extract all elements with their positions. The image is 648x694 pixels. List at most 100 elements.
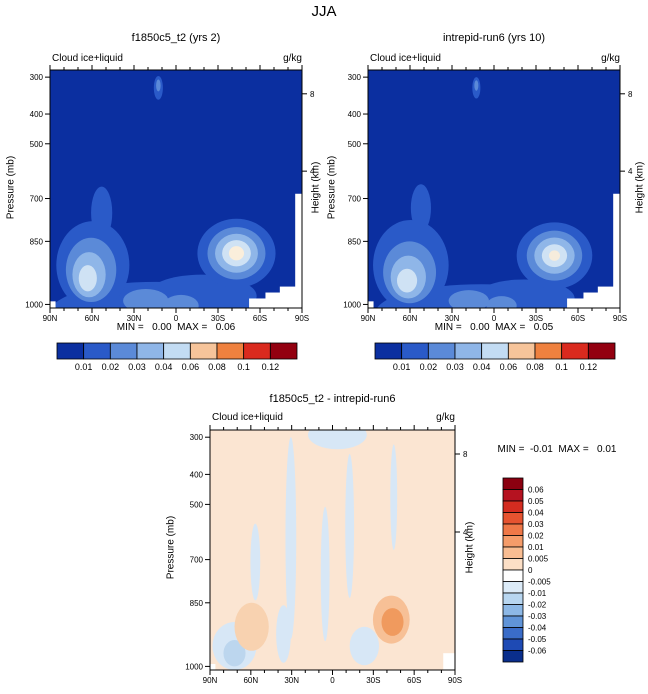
x-tick-label: 30N <box>445 314 460 323</box>
x-tick-label: 30S <box>211 314 225 323</box>
colorbar-swatch <box>401 342 429 360</box>
colorbar-label: 0.08 <box>526 362 544 372</box>
units-label-left: g/kg <box>283 53 302 64</box>
pressure-tick-label: 500 <box>30 140 44 149</box>
diff-colorbar-label: 0.03 <box>528 520 544 529</box>
contour-field <box>210 430 455 670</box>
colorbar-label: 0.06 <box>500 362 518 372</box>
x-tick-label: 30N <box>284 676 299 685</box>
diff-colorbar-swatch <box>502 500 524 513</box>
colorbar-swatch <box>56 342 85 360</box>
colorbar-label: 0.03 <box>128 362 146 372</box>
x-tick-label: 60S <box>253 314 267 323</box>
colorbar: 0.01 0.02 0.03 0.04 0.06 0.08 0.1 0.12 <box>374 342 616 372</box>
diff-colorbar-swatch <box>502 627 524 640</box>
pressure-axis-label-left: Pressure (mb) <box>5 155 17 220</box>
pressure-axis-label-diff: Pressure (mb) <box>165 515 177 580</box>
x-tick-label: 90N <box>361 314 376 323</box>
colorbar-swatch <box>243 342 271 360</box>
colorbar-swatch <box>374 342 403 360</box>
axis-tick-labels: 90N 60N 30N 0 30S 60S 90S 300 400 500 700 850 1000 8 4 <box>25 73 315 323</box>
field-label-diff: Cloud ice+liquid <box>212 412 283 423</box>
colorbar-swatch <box>163 342 191 360</box>
pressure-tick-label: 1000 <box>343 300 361 309</box>
x-tick-label: 0 <box>174 314 179 323</box>
height-tick-label: 4 <box>310 167 315 176</box>
diff-colorbar-swatch <box>502 535 524 548</box>
x-tick-label: 60S <box>571 314 585 323</box>
contour-field <box>368 70 620 308</box>
x-tick-label: 90S <box>295 314 309 323</box>
units-label-right: g/kg <box>601 53 620 64</box>
axis-ticks <box>363 65 625 313</box>
colorbar-swatch <box>534 342 563 360</box>
x-tick-label: 30S <box>529 314 543 323</box>
axis-ticks <box>45 65 307 313</box>
pressure-tick-label: 850 <box>30 237 44 246</box>
pressure-tick-label: 300 <box>190 433 204 442</box>
colorbar: 0.01 0.02 0.03 0.04 0.06 0.08 0.1 0.12 <box>56 342 298 372</box>
diff-colorbar-label: -0.02 <box>528 601 547 610</box>
height-tick-label: 4 <box>628 167 633 176</box>
colorbar-swatch <box>561 342 589 360</box>
diff-colorbar-label: -0.04 <box>528 624 547 633</box>
pressure-tick-label: 700 <box>30 195 44 204</box>
height-tick-label: 8 <box>310 90 315 99</box>
minmax-diff: MIN = -0.01 MAX = 0.01 <box>497 444 617 455</box>
diff-colorbar-swatch <box>502 592 524 605</box>
height-axis-label-diff: Height (km) <box>464 521 476 574</box>
diff-colorbar-swatch <box>502 604 524 617</box>
height-tick-label: 8 <box>463 450 468 459</box>
diff-colorbar-label: -0.03 <box>528 612 547 621</box>
colorbar-label: 0.1 <box>555 362 568 372</box>
pressure-tick-label: 850 <box>348 237 362 246</box>
colorbar-label: 0.06 <box>182 362 200 372</box>
colorbar-label: 0.04 <box>155 362 173 372</box>
x-tick-label: 90S <box>448 676 462 685</box>
field-label-right: Cloud ice+liquid <box>370 53 441 64</box>
colorbar-label: 0.08 <box>208 362 226 372</box>
units-label-diff: g/kg <box>436 412 455 423</box>
pressure-tick-label: 300 <box>348 73 362 82</box>
diff-colorbar-swatch <box>502 569 524 582</box>
height-axis-label-right: Height (km) <box>634 161 646 214</box>
colorbar-swatch <box>109 342 138 360</box>
diff-colorbar-label: 0.02 <box>528 532 544 541</box>
pressure-tick-label: 1000 <box>25 300 43 309</box>
diff-colorbar-label: -0.06 <box>528 647 547 656</box>
pressure-tick-label: 500 <box>190 500 204 509</box>
colorbar-swatch <box>587 342 616 360</box>
colorbar-label: 0.01 <box>393 362 411 372</box>
diff-colorbar-label: 0 <box>528 566 533 575</box>
x-tick-label: 90N <box>43 314 58 323</box>
panel-title-diff: f1850c5_t2 - intrepid-run6 <box>269 393 396 405</box>
pressure-tick-label: 400 <box>348 110 362 119</box>
colorbar-label: 0.12 <box>580 362 598 372</box>
diff-colorbar-swatch <box>502 581 524 594</box>
height-axis-label-left: Height (km) <box>310 161 322 214</box>
diff-colorbar-label: -0.05 <box>528 635 547 644</box>
diff-colorbar-label: 0.005 <box>528 555 549 564</box>
pressure-tick-label: 850 <box>190 599 204 608</box>
colorbar-label: 0.04 <box>473 362 491 372</box>
x-tick-label: 0 <box>492 314 497 323</box>
diff-colorbar-swatch <box>502 489 524 502</box>
figure-title: JJA <box>311 3 337 20</box>
axis-tick-labels: 90N 60N 30N 0 30S 60S 90S 300 400 500 700 850 1000 8 4 <box>343 73 633 323</box>
diff-colorbar-label: -0.005 <box>528 578 551 587</box>
field-label-left: Cloud ice+liquid <box>52 53 123 64</box>
diff-colorbar-label: -0.01 <box>528 589 547 598</box>
minmax-right: MIN = 0.00 MAX = 0.05 <box>434 322 554 333</box>
pressure-tick-label: 500 <box>348 140 362 149</box>
pressure-tick-label: 300 <box>30 73 44 82</box>
colorbar-swatch <box>481 342 509 360</box>
diff-colorbar-label: 0.04 <box>528 509 544 518</box>
diff-colorbar-label: 0.05 <box>528 497 544 506</box>
minmax-left: MIN = 0.00 MAX = 0.06 <box>116 322 236 333</box>
colorbar-label: 0.02 <box>420 362 438 372</box>
diff-colorbar-swatch <box>502 650 524 663</box>
diff-colorbar-swatch <box>502 615 524 628</box>
panel-title-left: f1850c5_t2 (yrs 2) <box>131 32 221 44</box>
height-tick-label: 4 <box>463 528 468 537</box>
diff-colorbar-swatch <box>502 558 524 571</box>
